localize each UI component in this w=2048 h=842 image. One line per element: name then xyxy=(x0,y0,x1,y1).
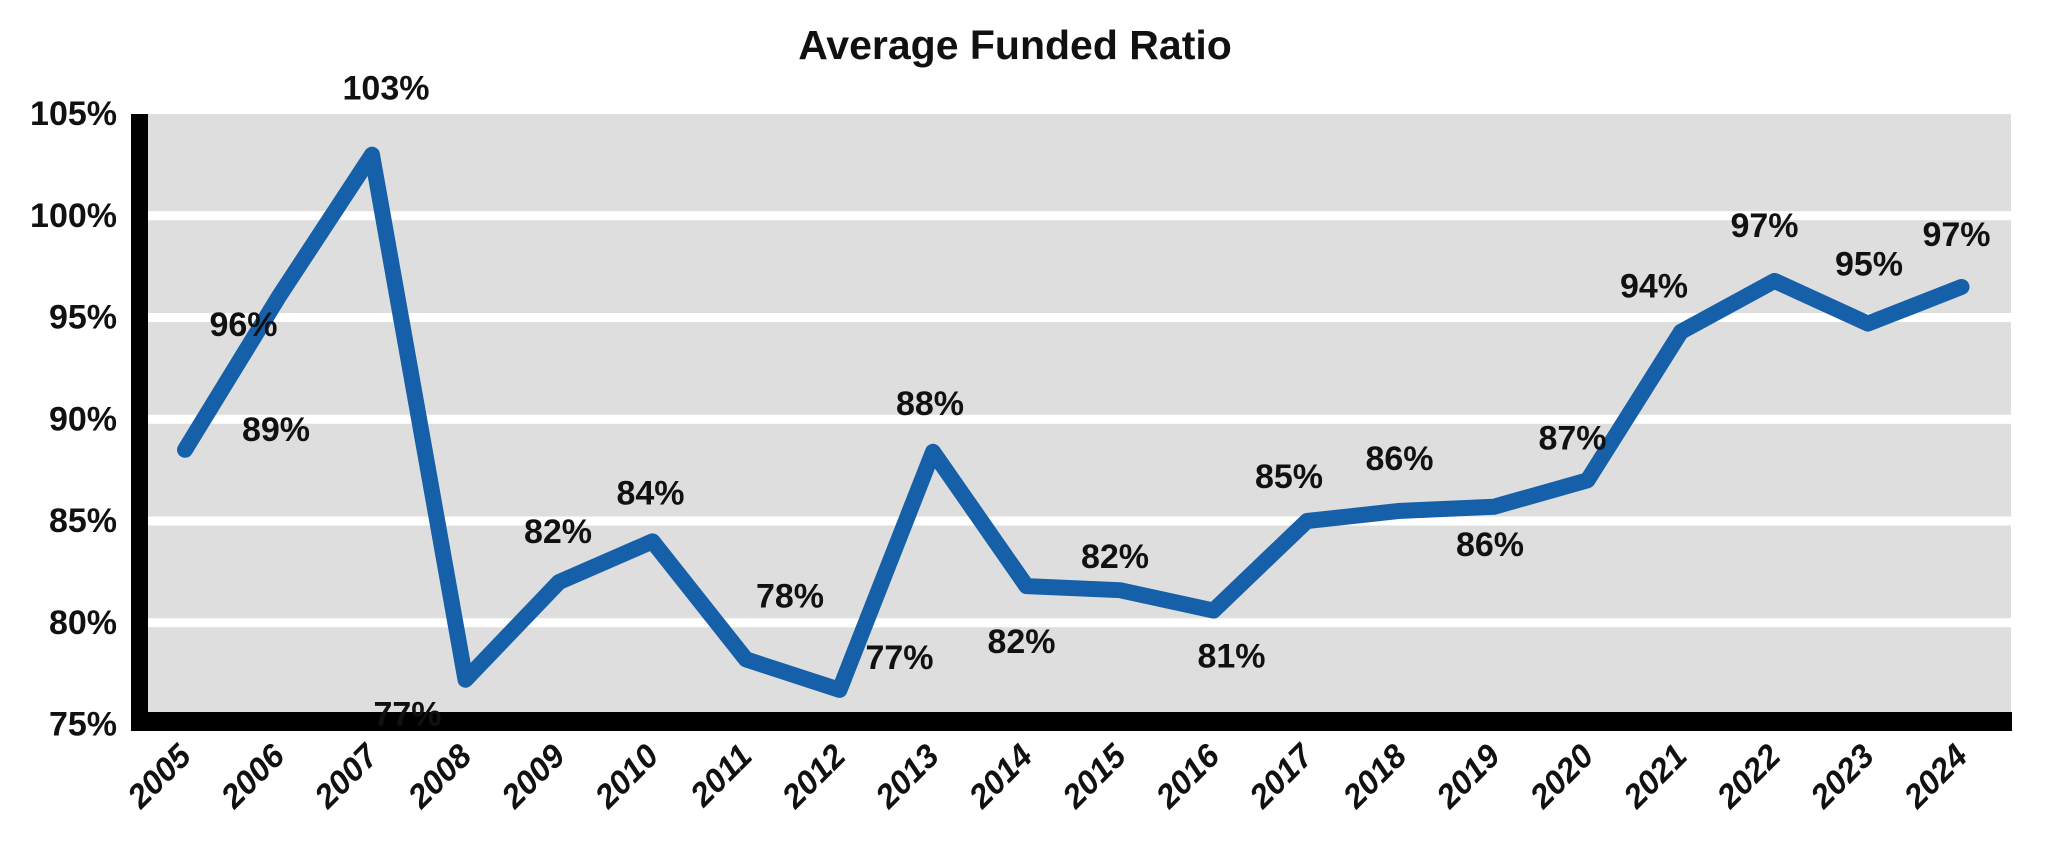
x-tick-label: 2022 xyxy=(1709,736,1788,815)
data-point-label: 85% xyxy=(1255,458,1323,496)
data-point-label: 82% xyxy=(524,513,592,551)
chart-title: Average Funded Ratio xyxy=(798,22,1232,68)
data-point-label: 89% xyxy=(242,411,310,449)
x-tick-label: 2011 xyxy=(682,737,759,814)
data-point-label: 88% xyxy=(896,385,964,423)
data-point-label: 78% xyxy=(756,577,824,615)
x-tick-label: 2012 xyxy=(774,736,853,815)
data-point-label: 84% xyxy=(616,474,684,512)
x-axis-spine xyxy=(131,712,2012,731)
data-point-label: 97% xyxy=(1730,207,1798,245)
y-tick-label: 75% xyxy=(49,706,117,744)
data-point-label: 77% xyxy=(373,696,441,734)
y-tick-label: 105% xyxy=(30,95,117,133)
x-tick-label: 2010 xyxy=(587,736,666,815)
x-tick-label: 2017 xyxy=(1241,736,1321,816)
trend-line xyxy=(177,146,1970,698)
gridline xyxy=(148,618,2011,628)
data-point-label: 82% xyxy=(987,623,1055,661)
x-tick-label: 2006 xyxy=(213,736,292,815)
data-point-label: 81% xyxy=(1197,638,1265,676)
data-point-label: 87% xyxy=(1538,419,1606,457)
x-tick-label: 2009 xyxy=(493,736,572,815)
x-tick-label: 2023 xyxy=(1802,737,1881,816)
gridline xyxy=(148,211,2011,221)
x-tick-label: 2016 xyxy=(1148,736,1227,815)
y-tick-label: 90% xyxy=(49,400,117,438)
gridline xyxy=(148,414,2011,424)
gridline xyxy=(148,516,2011,526)
y-tick-label: 100% xyxy=(30,197,117,235)
data-point-label: 86% xyxy=(1456,526,1524,564)
data-point-label: 86% xyxy=(1365,440,1433,478)
gridline xyxy=(148,313,2011,322)
data-point-label: 82% xyxy=(1081,538,1149,576)
data-point-label: 94% xyxy=(1620,268,1688,306)
x-tick-label: 2018 xyxy=(1335,736,1414,815)
x-tick-label: 2008 xyxy=(400,736,479,815)
data-point-label: 97% xyxy=(1922,216,1990,254)
y-axis-spine xyxy=(131,114,148,712)
data-point-label: 95% xyxy=(1835,246,1903,284)
x-tick-label: 2013 xyxy=(867,737,946,816)
x-tick-label: 2015 xyxy=(1054,736,1133,815)
x-tick-label: 2024 xyxy=(1896,737,1975,816)
y-tick-label: 95% xyxy=(49,299,117,337)
x-tick-label: 2007 xyxy=(306,736,386,816)
y-tick-label: 80% xyxy=(49,604,117,642)
x-tick-label: 2014 xyxy=(961,737,1040,816)
x-tick-label: 2005 xyxy=(119,736,198,815)
x-tick-label: 2020 xyxy=(1522,736,1601,815)
data-point-label: 77% xyxy=(865,639,933,677)
data-point-label: 103% xyxy=(343,70,430,108)
x-tick-label: 2019 xyxy=(1428,736,1507,815)
y-tick-label: 85% xyxy=(49,502,117,540)
x-tick-label: 2021 xyxy=(1615,737,1694,816)
data-point-label: 96% xyxy=(209,306,277,344)
